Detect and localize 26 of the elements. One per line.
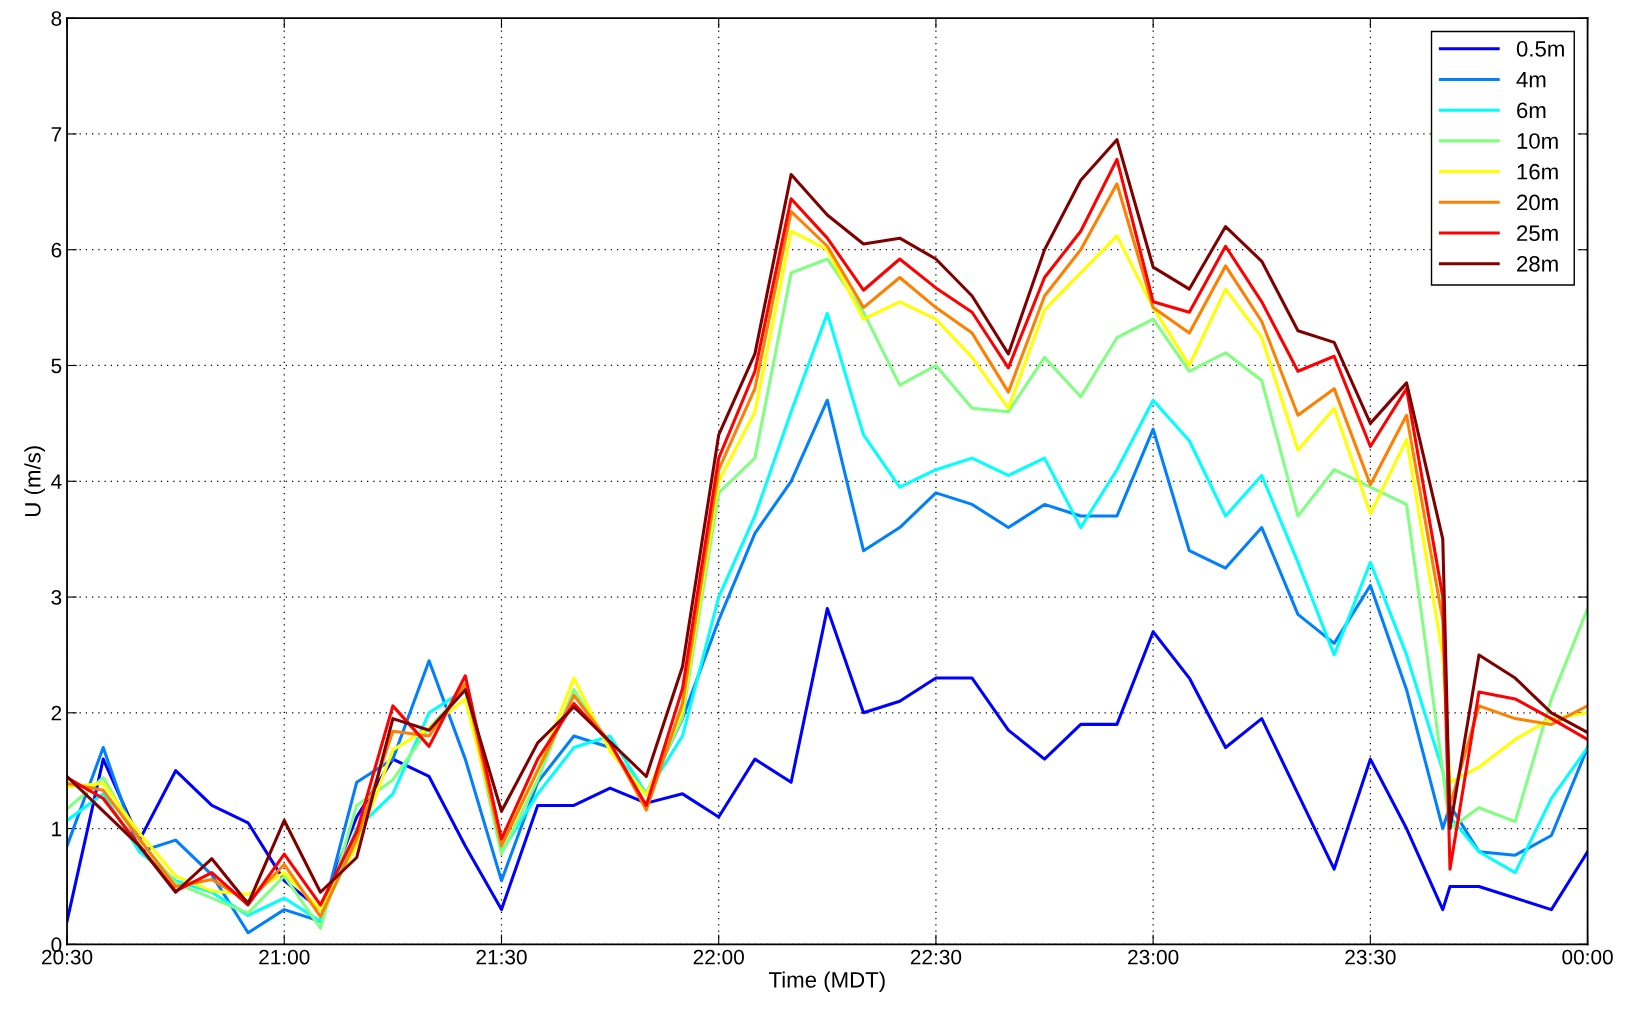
line-series (67, 607, 1588, 923)
y-axis-title: U (m/s) (24, 446, 46, 516)
y-tick-label: 1 (52, 821, 62, 837)
y-tick-label: 5 (51, 358, 62, 374)
legend-label: 10m (1517, 133, 1558, 149)
y-tick-label: 6 (51, 242, 62, 258)
x-tick-label: 22:30 (910, 949, 962, 965)
x-tick-label: 21:30 (476, 949, 527, 965)
legend-label: 20m (1517, 194, 1558, 211)
x-tick-label: 23:30 (1345, 949, 1396, 965)
x-tick-label: 00:00 (1562, 949, 1613, 965)
legend-label: 28m (1517, 256, 1558, 272)
legend-label: 25m (1517, 225, 1558, 242)
y-tick-label: 2 (51, 705, 62, 721)
y-tick-label: 3 (51, 590, 62, 605)
y-tick-label: 8 (51, 11, 62, 26)
legend-label: 6m (1517, 102, 1546, 119)
legend-label: 4m (1516, 71, 1546, 88)
legend-label: 0.5m (1516, 40, 1564, 57)
y-tick-label: 4 (51, 474, 62, 489)
x-tick-label: 22:00 (693, 949, 744, 965)
legend-label: 16m (1517, 163, 1558, 180)
x-axis-title: Time (MDT) (768, 971, 885, 993)
x-tick-label: 23:00 (1128, 949, 1179, 965)
y-tick-label: 7 (51, 127, 62, 142)
x-tick-label: 21:00 (259, 949, 310, 965)
